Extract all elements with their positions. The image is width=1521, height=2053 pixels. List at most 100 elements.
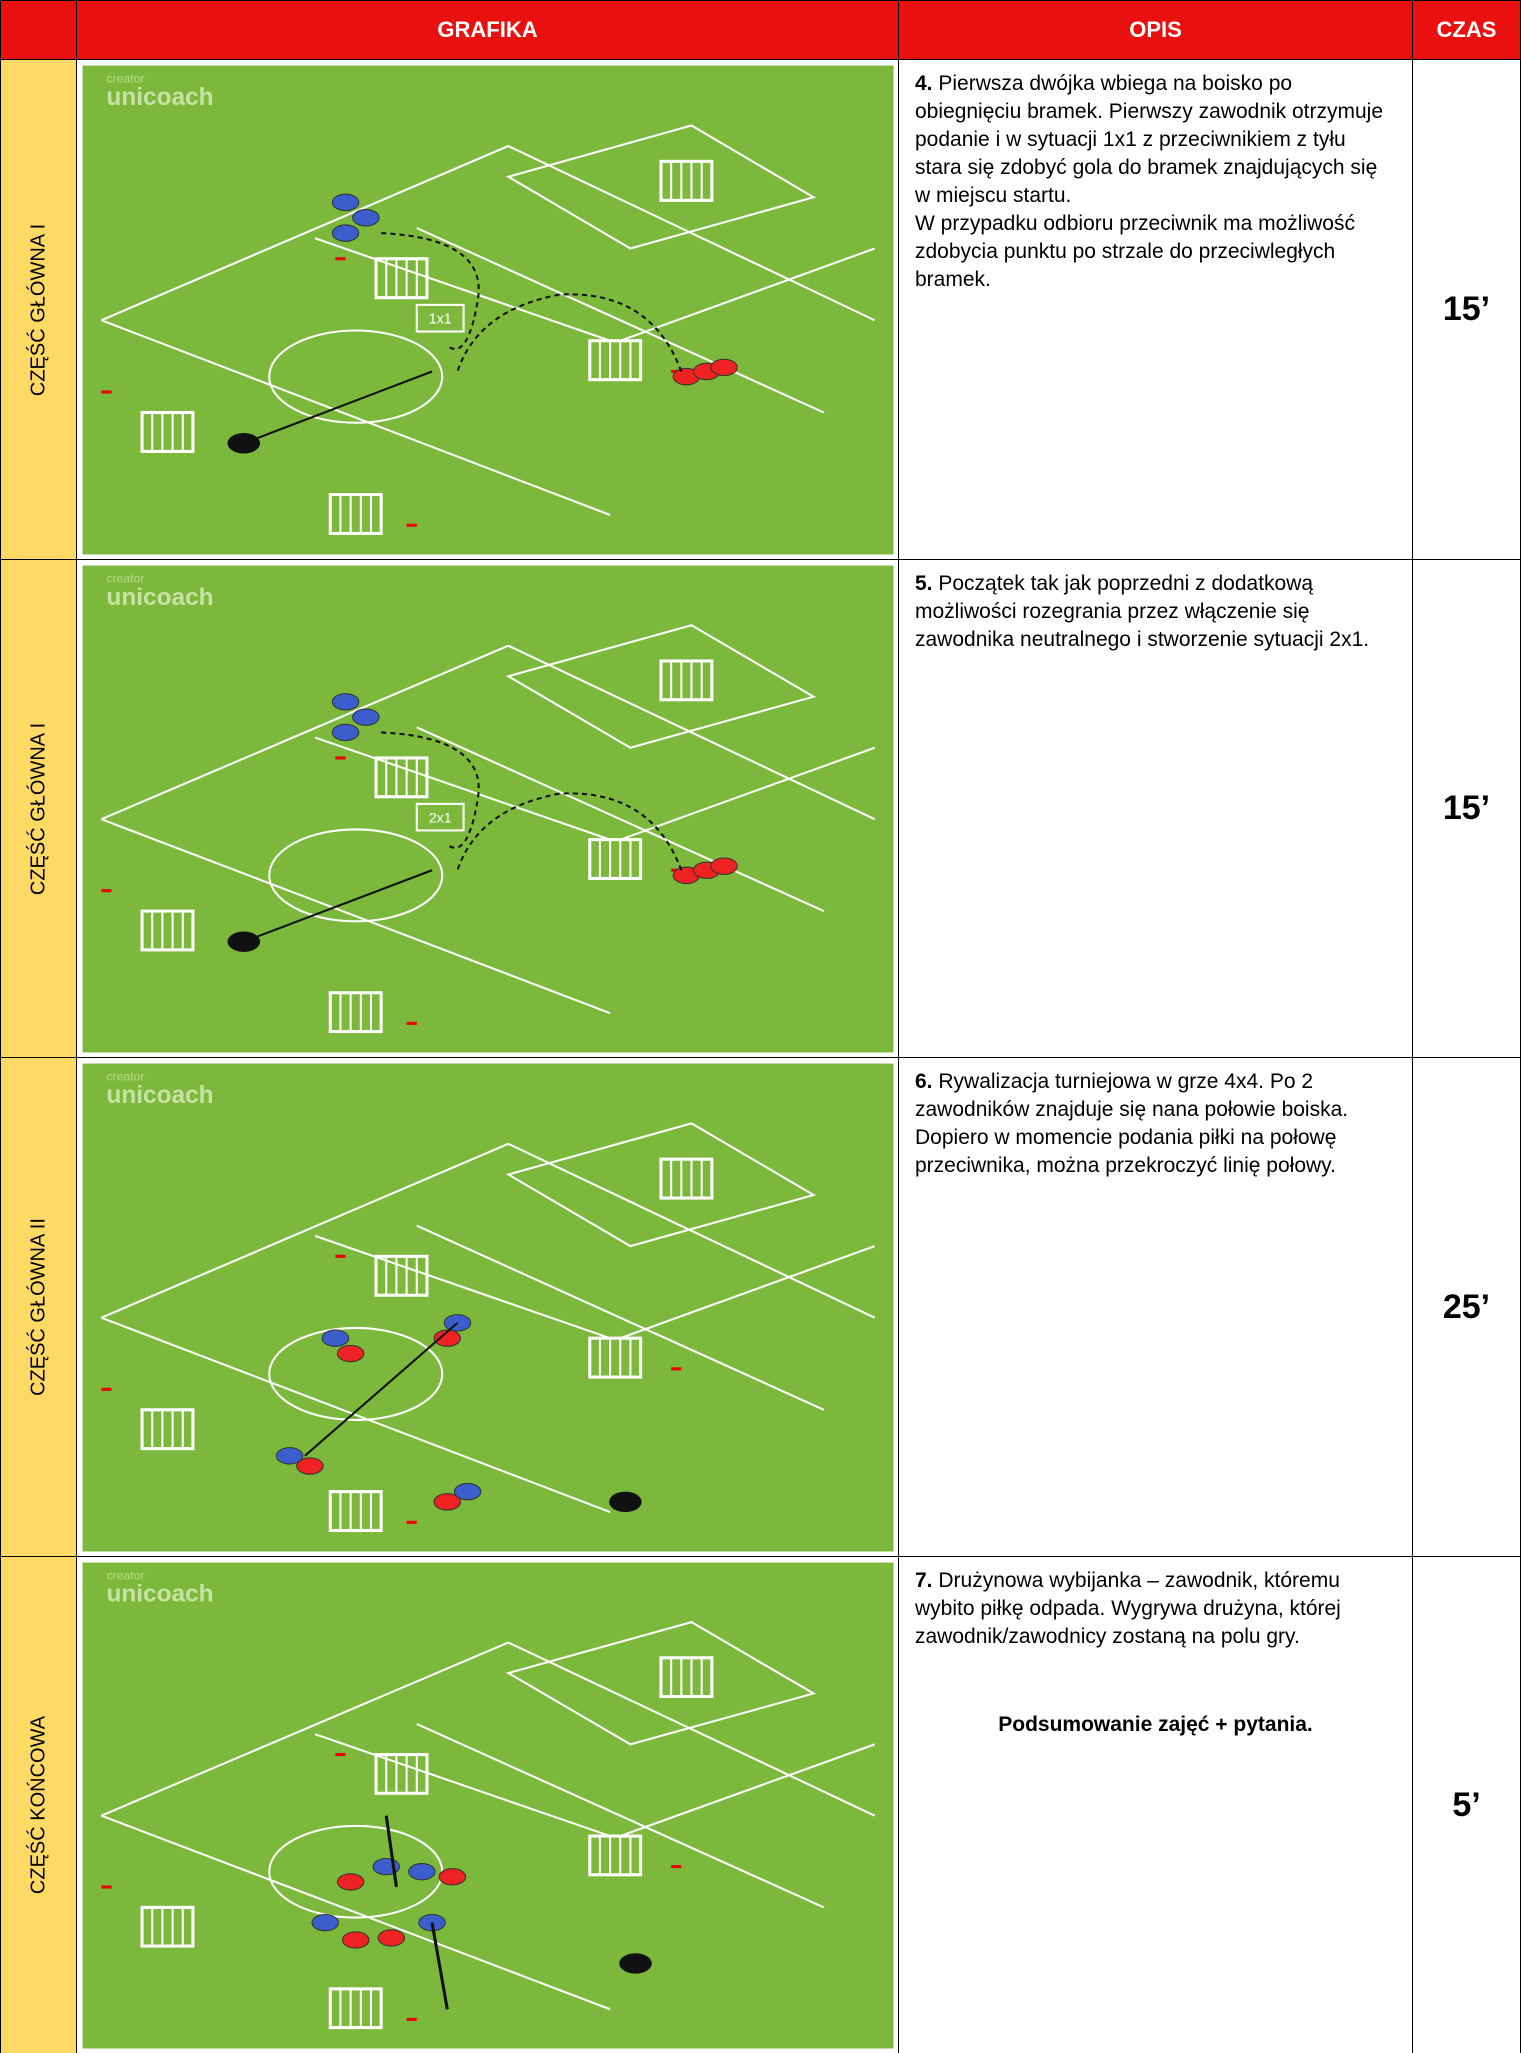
watermark-small: creator	[106, 1568, 144, 1582]
pitch-line	[416, 227, 825, 414]
time-value: 15’	[1442, 290, 1491, 328]
center-circle	[268, 1326, 444, 1422]
pitch-line	[100, 1142, 509, 1319]
pass-arrow	[430, 1922, 449, 2010]
time-value: 15’	[1442, 789, 1491, 827]
goal	[588, 1336, 643, 1379]
item-number: 4.	[915, 72, 933, 95]
player	[331, 693, 360, 711]
item-number: 5.	[915, 572, 933, 595]
pitch-line	[100, 145, 509, 322]
player	[438, 1868, 467, 1886]
goal	[374, 1254, 429, 1297]
player	[275, 1447, 304, 1465]
graphic-cell: 2x1 creator unicoach	[76, 559, 899, 1058]
goal	[140, 1408, 195, 1451]
pass-arrow	[243, 869, 433, 943]
goal	[659, 159, 714, 202]
watermark: unicoach	[106, 1082, 213, 1109]
center-circle	[268, 329, 444, 424]
header-corner	[0, 0, 77, 60]
situation-label: 2x1	[429, 810, 452, 826]
pitch-line	[619, 247, 875, 342]
player	[352, 708, 380, 726]
time-value: 25’	[1442, 1287, 1491, 1326]
pitch-line	[100, 1641, 509, 1817]
pitch-line	[507, 1142, 876, 1319]
penalty-box	[505, 1122, 817, 1248]
goal	[328, 492, 383, 535]
description-text: Pierwsza dwójka wbiega na boisko po obie…	[915, 72, 1384, 207]
field	[81, 64, 895, 556]
goal	[588, 339, 643, 382]
player	[331, 224, 360, 242]
pitch-line	[619, 746, 875, 841]
section-label: CZĘŚĆ GŁÓWNA I	[27, 722, 49, 895]
player	[321, 1329, 350, 1347]
description-text: Rywalizacja turniejowa w grze 4x4. Po 2 …	[915, 1070, 1349, 1177]
player	[331, 723, 360, 742]
run-path	[381, 731, 480, 849]
goal	[328, 1987, 383, 2030]
penalty-box	[505, 1621, 817, 1746]
goal	[140, 1905, 195, 1948]
section-cell: CZĘŚĆ KOŃCOWA	[0, 1556, 77, 2053]
pitch-line	[416, 1224, 825, 1411]
run-path	[381, 232, 480, 350]
graphic-cell: 1x1 creator unicoach	[76, 59, 899, 560]
description-cell: 4. Pierwsza dwójka wbiega na boisko po o…	[898, 59, 1413, 560]
goal	[659, 1157, 714, 1200]
graphic-cell: creator unicoach	[76, 1057, 899, 1557]
description-text: Drużynowa wybijanka – zawodnik, któremu …	[915, 1569, 1341, 1648]
pitch-line	[314, 1234, 611, 1340]
pitch-line	[314, 1733, 611, 1838]
coach	[619, 1953, 652, 1974]
header-time: CZAS	[1412, 0, 1521, 60]
watermark-small: creator	[106, 571, 144, 585]
section-cell: CZĘŚĆ GŁÓWNA II	[0, 1057, 77, 1557]
goal	[328, 991, 383, 1034]
time-cell: 25’	[1412, 1057, 1521, 1557]
item-number: 6.	[915, 1070, 933, 1093]
section-label: CZĘŚĆ GŁÓWNA I	[27, 223, 49, 396]
time-value: 5’	[1452, 1785, 1481, 1824]
pass-arrow	[384, 1815, 398, 1888]
header-description: OPIS	[898, 0, 1413, 60]
pitch-line	[100, 319, 611, 516]
player	[336, 1344, 365, 1363]
player	[710, 857, 738, 875]
penalty-box	[505, 124, 817, 250]
pitch-line	[416, 726, 825, 913]
pitch-line	[619, 1245, 875, 1340]
watermark: unicoach	[106, 1581, 213, 1608]
penalty-box	[505, 624, 817, 749]
watermark-small: creator	[106, 1069, 144, 1083]
section-cell: CZĘŚĆ GŁÓWNA I	[0, 59, 77, 560]
situation-box	[415, 802, 465, 832]
pitch-line	[507, 145, 876, 322]
player	[331, 193, 360, 212]
time-cell: 15’	[1412, 59, 1521, 560]
description-cell: 5. Początek tak jak poprzedni z dodatkow…	[898, 559, 1413, 1058]
player	[710, 358, 738, 377]
description-paragraph: 6. Rywalizacja turniejowa w grze 4x4. Po…	[915, 1068, 1396, 1180]
player	[336, 1873, 365, 1891]
graphic-cell: creator unicoach	[76, 1556, 899, 2053]
description-text: W przypadku odbioru przeciwnik ma możliw…	[915, 212, 1355, 291]
run-path	[456, 792, 683, 871]
player	[296, 1457, 324, 1475]
player	[453, 1482, 482, 1501]
player	[408, 1863, 436, 1881]
goal	[588, 1834, 643, 1877]
player	[352, 209, 380, 227]
pitch-line	[100, 1316, 611, 1514]
goal	[588, 838, 643, 880]
description-paragraph: 5. Początek tak jak poprzedni z dodatkow…	[915, 570, 1396, 654]
player	[311, 1913, 339, 1932]
header-graphic: GRAFIKA	[76, 0, 899, 60]
field	[81, 1062, 895, 1553]
pitch-line	[100, 1814, 611, 2011]
